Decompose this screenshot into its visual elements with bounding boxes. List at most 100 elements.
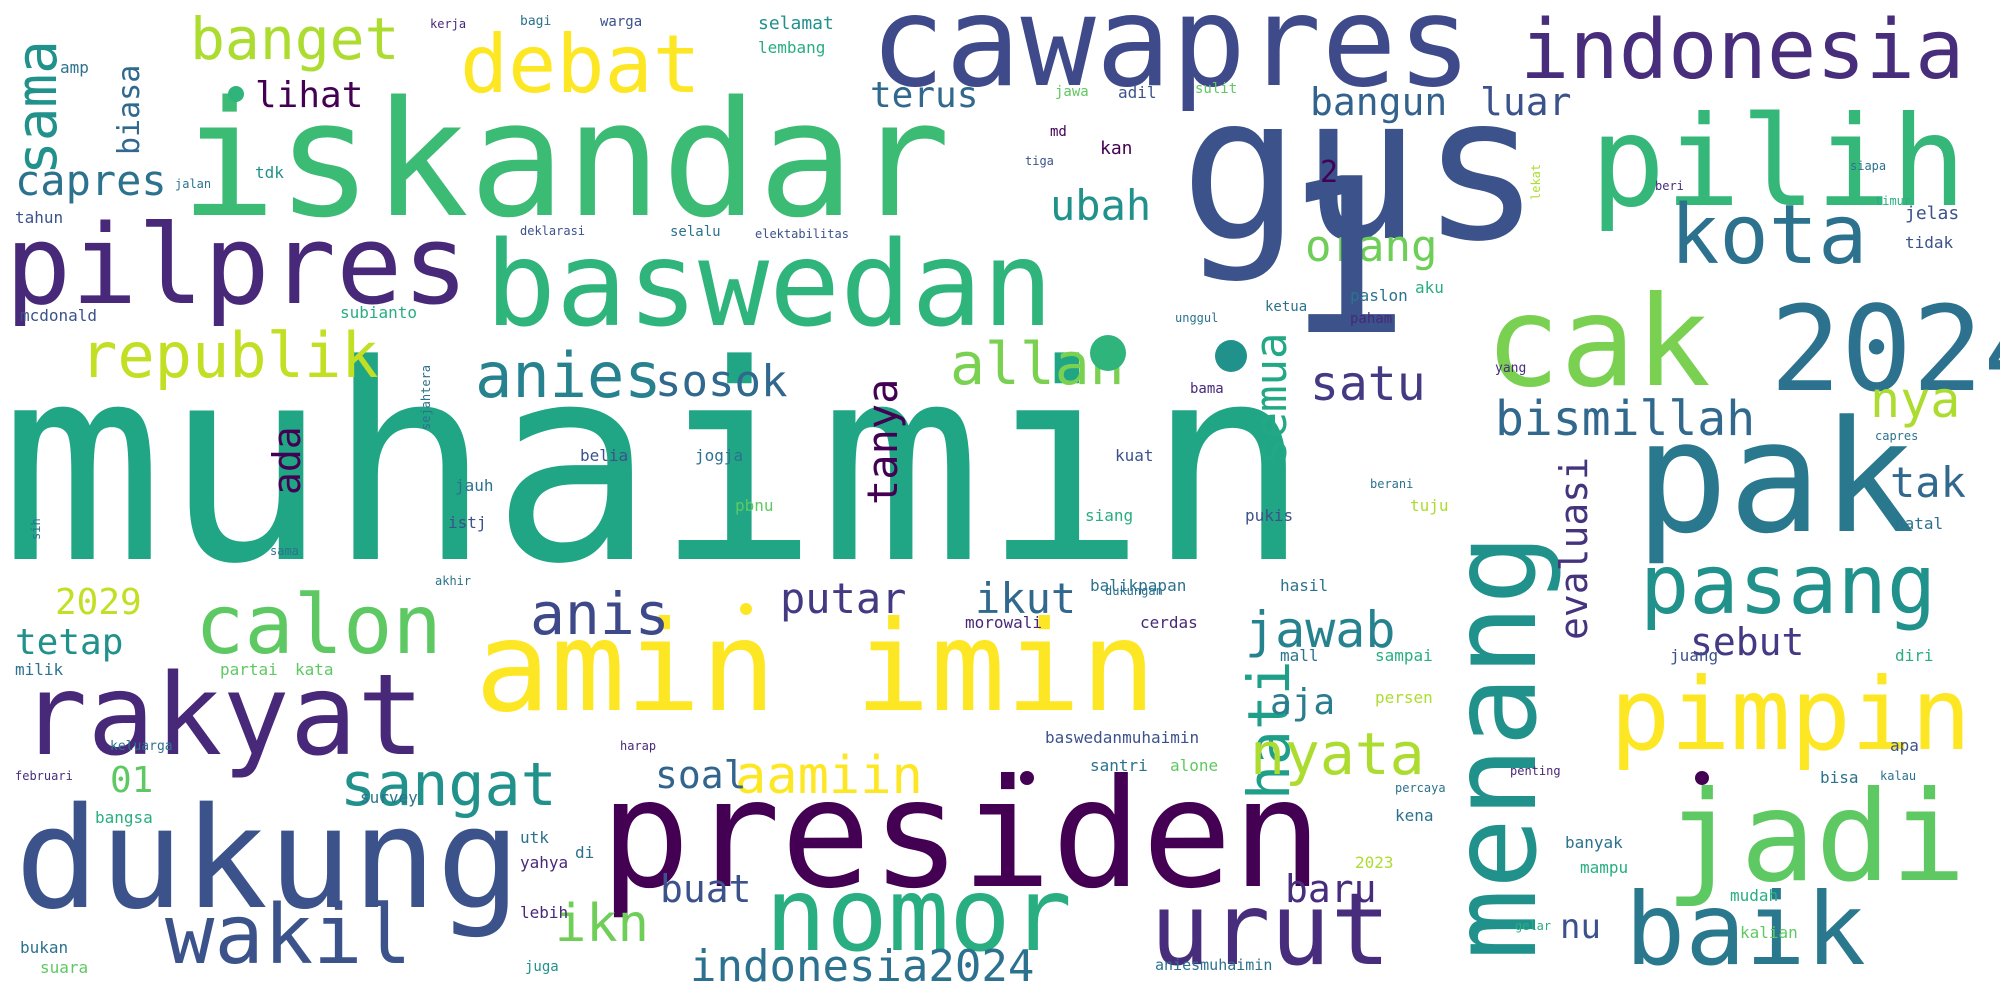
word: urut: [1150, 871, 1391, 988]
word: wakil: [165, 888, 412, 983]
small-word: juga: [525, 959, 559, 975]
small-word: hasil: [1280, 576, 1329, 595]
small-word: tiga: [1025, 154, 1054, 168]
word: jadi: [1665, 765, 1967, 910]
small-word: tdk: [255, 163, 284, 182]
word: capres: [15, 156, 167, 205]
word: jawab: [1245, 601, 1396, 659]
word: ikut: [975, 574, 1077, 623]
dot-mark: [1090, 335, 1126, 371]
small-word: mall: [1280, 646, 1319, 665]
word: pimpin: [1610, 656, 1972, 773]
small-word: warga: [600, 14, 643, 30]
small-word: kena: [1395, 806, 1434, 825]
word: imin: [855, 595, 1157, 740]
small-word: apa: [1890, 736, 1919, 755]
small-word: md: [1050, 124, 1067, 140]
small-word: deklarasi: [520, 224, 586, 238]
small-word: berani: [1370, 477, 1414, 491]
word: biasa: [112, 64, 147, 155]
word: baru: [1285, 867, 1377, 911]
small-word: harap: [620, 739, 657, 753]
small-word: ketua: [1265, 299, 1308, 315]
small-word: sampai: [1375, 646, 1433, 665]
word: nyata: [1250, 720, 1425, 788]
word: anies: [475, 339, 662, 412]
word: cawapres: [870, 0, 1473, 115]
small-word: diri: [1895, 646, 1934, 665]
word: 2: [1320, 155, 1339, 190]
small-word: keluarga: [110, 739, 173, 754]
dot-mark: [1215, 340, 1247, 372]
word: sangat: [340, 750, 557, 820]
small-word: mudah: [1730, 886, 1779, 905]
small-word: banyak: [1565, 833, 1623, 852]
small-word: akhir: [435, 574, 472, 588]
small-word: capres: [1875, 429, 1919, 443]
small-word: istj: [448, 513, 487, 532]
word: ubah: [1050, 181, 1152, 230]
small-word: pbnu: [735, 496, 774, 515]
small-word: kan: [1100, 138, 1133, 159]
small-word: sulit: [1195, 81, 1238, 97]
small-word: tidak: [1905, 233, 1954, 252]
word: menang: [1425, 533, 1563, 960]
small-word: jelas: [1905, 203, 1960, 224]
small-word: paham: [1350, 311, 1393, 327]
word: putar: [780, 574, 907, 623]
word: orang: [1305, 221, 1438, 272]
word: rakyat: [20, 651, 425, 781]
small-word: siapa: [1850, 159, 1887, 173]
word: buat: [660, 867, 752, 911]
word: 2024: [1770, 280, 2000, 418]
word: tanya: [858, 378, 907, 505]
dot-mark: [1695, 771, 1709, 785]
word: cak: [1485, 270, 1711, 415]
word: sosok: [655, 356, 788, 407]
small-word: lebih: [520, 903, 569, 922]
word: muhaimin: [0, 308, 1311, 624]
word: baik: [1625, 871, 1866, 988]
small-word: jauh: [455, 476, 494, 495]
small-word: siang: [1085, 506, 1134, 525]
small-word: mampu: [1580, 858, 1629, 877]
small-word: kalau: [1880, 769, 1917, 783]
small-word: cerdas: [1140, 613, 1198, 632]
word: bismillah: [1495, 391, 1756, 447]
word: baswedan: [485, 215, 1054, 353]
word: aja: [1270, 682, 1336, 723]
word: indonesia: [1520, 3, 1965, 98]
small-word: aku: [1415, 278, 1444, 297]
word: presiden: [600, 748, 1323, 922]
small-word: jogja: [695, 446, 744, 465]
small-word: natal: [1895, 514, 1944, 533]
word: samа: [5, 40, 70, 175]
small-word: jawa: [1055, 84, 1089, 100]
small-word: baswedanmuhaimin: [1045, 728, 1200, 747]
word: luar: [1480, 80, 1572, 124]
small-word: gelar: [1515, 919, 1552, 933]
word: pak: [1635, 387, 1915, 568]
small-word: milik: [15, 660, 64, 679]
word: indonesia2024: [690, 941, 1035, 992]
small-word: timur: [1875, 194, 1912, 208]
small-word: dukungan: [1105, 584, 1163, 598]
small-word: partai: [220, 660, 278, 679]
small-word: februari: [15, 769, 73, 783]
small-word: yang: [1495, 361, 1527, 376]
word: debat: [460, 18, 701, 111]
small-word: juang: [1670, 646, 1719, 665]
dot-mark: [1020, 771, 1034, 785]
word: pilpres: [5, 201, 469, 329]
word: kota: [1670, 188, 1868, 283]
word: 1: [1280, 132, 1410, 383]
small-word: balikpapan: [1090, 576, 1187, 595]
small-word: bama: [1190, 381, 1224, 397]
word: anis: [530, 580, 670, 648]
small-word: sama: [270, 544, 299, 558]
small-word: sejahtera: [419, 364, 433, 430]
word: ikn: [555, 894, 649, 954]
small-word: mcdonald: [20, 306, 98, 325]
small-word: paslon: [1350, 286, 1408, 305]
